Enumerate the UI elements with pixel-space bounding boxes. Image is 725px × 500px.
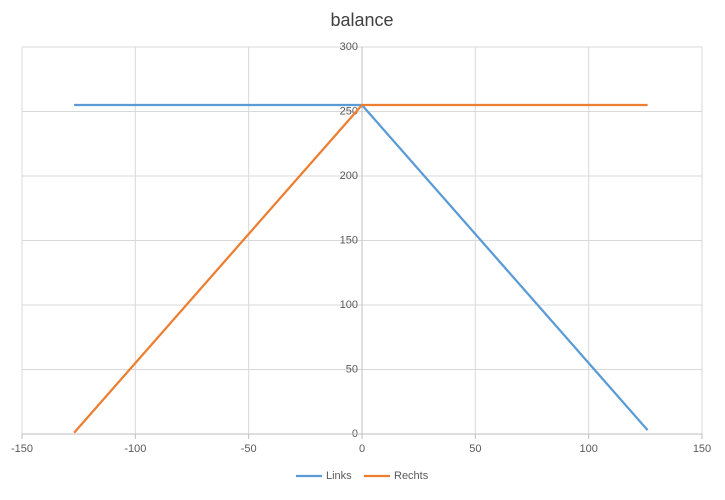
x-tick-label: 50: [469, 443, 481, 455]
chart-title: balance: [330, 10, 393, 30]
x-tick-label: -100: [124, 443, 146, 455]
y-tick-label: 50: [346, 363, 358, 375]
y-tick-label: 150: [340, 234, 358, 246]
series-line: [74, 103, 649, 431]
legend-label: Rechts: [394, 470, 429, 482]
x-tick-label: 150: [693, 443, 711, 455]
y-tick-label: 100: [340, 299, 358, 311]
series-line: [73, 103, 648, 434]
x-tick-label: -50: [241, 443, 257, 455]
x-tick-label: -150: [11, 443, 33, 455]
y-tick-label: 300: [340, 41, 358, 53]
x-tick-label: 100: [579, 443, 597, 455]
legend-label: Links: [326, 470, 352, 482]
x-tick-label: 0: [359, 443, 365, 455]
y-tick-label: 200: [340, 170, 358, 182]
